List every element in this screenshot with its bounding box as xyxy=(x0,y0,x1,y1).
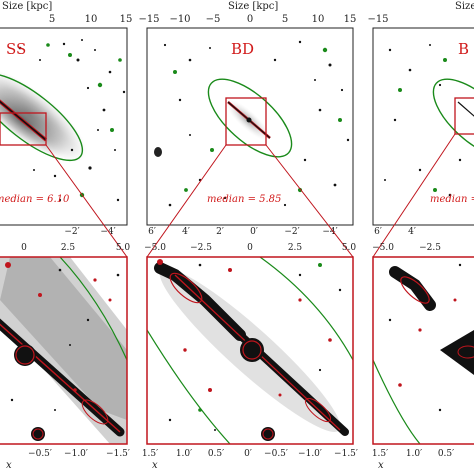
tick-label: −1.0′ xyxy=(64,449,88,459)
top-axis-title-1: Size [kpc] xyxy=(2,1,52,12)
tick-label: 5 xyxy=(282,14,288,25)
inset-panel-3-frame xyxy=(372,256,474,445)
tick-label: −5.0 xyxy=(372,243,394,253)
tick-label: −2′ xyxy=(64,227,79,237)
inset-top-ticks-panel1: 0 2.5 5.0 xyxy=(21,243,130,253)
tick-label: 5 xyxy=(49,14,55,25)
inset-bottom-ticks-panel2: 1.5′ 1.0′ 0.5′ 0′ −0.5′ −1.0′ −1.5′ xyxy=(142,449,358,459)
inset-panel-3 xyxy=(373,257,474,444)
inset-bottom-ticks-panel3: 1.5′ 1.0′ 0.5′ xyxy=(372,449,454,459)
tick-label: −1.0′ xyxy=(298,449,322,459)
median-label-1: median = 6.10 xyxy=(0,194,70,205)
tick-label: −0.5′ xyxy=(264,449,288,459)
top-ticks-panel2: −15 −10 −5 0 5 10 15 xyxy=(138,14,356,25)
tick-label: −15 xyxy=(138,14,159,25)
zoom-connectors xyxy=(45,133,456,258)
tick-label: 0′ xyxy=(244,449,252,459)
top-axis-title-2: Size [kpc] xyxy=(228,1,278,12)
tick-label: −1.5′ xyxy=(334,449,358,459)
tick-label: 0.5′ xyxy=(438,449,454,459)
inset-x-label-1: x xyxy=(6,460,12,471)
tick-label: 2′ xyxy=(216,227,224,237)
upper-panel-3-frame xyxy=(372,27,474,226)
tick-label: 1.0′ xyxy=(406,449,422,459)
upper-panel-1 xyxy=(0,28,127,225)
tick-label: −0.5′ xyxy=(28,449,52,459)
inset-panel-1 xyxy=(0,257,127,444)
tick-label: 0 xyxy=(21,243,27,253)
tick-label: −2.5 xyxy=(190,243,212,253)
tick-label: 1.0′ xyxy=(176,449,192,459)
tick-label: 2.5 xyxy=(288,243,303,253)
inset-top-ticks-panel3: −5.0 −2.5 xyxy=(372,243,441,253)
inset-panel-2-frame xyxy=(146,256,354,445)
upper-x-ticks-panel1: −2′ −4′ xyxy=(64,227,115,237)
tick-label: 0.5′ xyxy=(208,449,224,459)
top-axis-title-3: Size [kpc] xyxy=(455,1,474,12)
inset-panel-2 xyxy=(147,257,353,444)
upper-panel-2 xyxy=(147,28,353,225)
upper-x-ticks-panel3: 6′ 4′ xyxy=(374,227,416,237)
inset-top-ticks-panel2: −5.0 −2.5 0 2.5 5.0 xyxy=(144,243,356,253)
tick-label: −2.5 xyxy=(419,243,441,253)
tick-label: 0 xyxy=(247,243,253,253)
tick-label: −4′ xyxy=(100,227,115,237)
median-label-2: median = 5.85 xyxy=(207,194,281,205)
tick-label: 15 xyxy=(344,14,357,25)
upper-x-ticks-panel2: 6′ 4′ 2′ 0′ −2′ −4′ xyxy=(148,227,338,237)
tick-label: −15 xyxy=(367,14,388,25)
top-ticks-panel1: 5 10 15 xyxy=(49,14,133,25)
tick-label: 4′ xyxy=(408,227,416,237)
tick-label: 5.0 xyxy=(342,243,357,253)
tick-label: −2′ xyxy=(284,227,299,237)
tick-label: −5.0 xyxy=(144,243,166,253)
tick-label: −10 xyxy=(169,14,190,25)
tick-label: 0 xyxy=(247,14,253,25)
tick-label: −1.5′ xyxy=(106,449,130,459)
tick-label: −4′ xyxy=(322,227,337,237)
tick-label: 10 xyxy=(85,14,98,25)
upper-panel-2-frame xyxy=(146,27,354,226)
tick-label: 15 xyxy=(120,14,133,25)
tick-label: 5.0 xyxy=(116,243,131,253)
inset-x-label-3: x xyxy=(378,460,384,471)
tick-label: 4′ xyxy=(182,227,190,237)
tick-label: 6′ xyxy=(148,227,156,237)
upper-panel-3 xyxy=(373,28,474,225)
tick-label: −5 xyxy=(206,14,221,25)
inset-bottom-ticks-panel1: −0.5′ −1.0′ −1.5′ xyxy=(28,449,130,459)
median-label-3: median = 5. xyxy=(430,194,474,205)
upper-panel-1-frame xyxy=(0,27,128,226)
panel-label-ss: SS xyxy=(6,40,26,58)
panel-label-bd: BD xyxy=(231,40,254,58)
tick-label: 6′ xyxy=(374,227,382,237)
tick-label: 2.5 xyxy=(61,243,76,253)
inset-x-label-2: x xyxy=(152,460,158,471)
panel-label-b: B xyxy=(458,40,469,58)
tick-label: 10 xyxy=(312,14,325,25)
tick-label: 0′ xyxy=(250,227,258,237)
inset-panel-1-frame xyxy=(0,256,128,445)
tick-label: 1.5′ xyxy=(372,449,388,459)
tick-label: 1.5′ xyxy=(142,449,158,459)
